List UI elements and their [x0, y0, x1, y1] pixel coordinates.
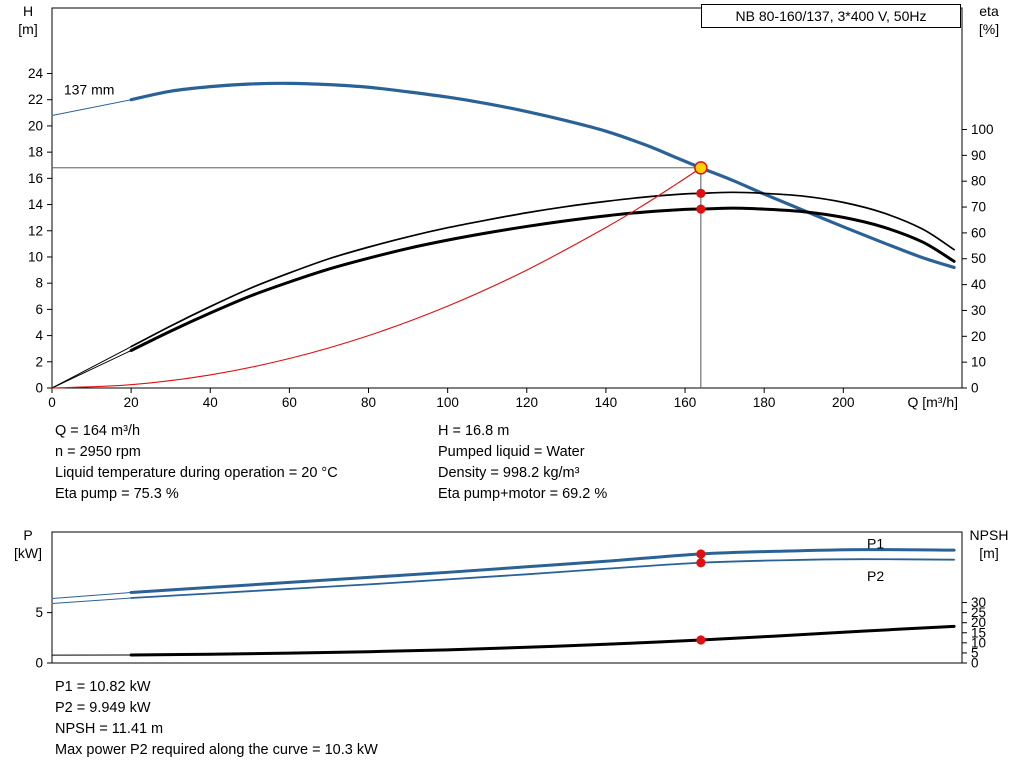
eta-pump-curve	[130, 191, 955, 348]
y-right-tick-label: 70	[971, 200, 986, 215]
p2-point	[696, 558, 706, 568]
x-tick-label: 180	[753, 395, 776, 410]
y-right-tick-label: 25	[971, 605, 986, 620]
duty-info-block: Q = 164 m³/h n = 2950 rpm Liquid tempera…	[55, 421, 985, 511]
y-left-tick-label: 24	[28, 66, 44, 81]
y-left-tick-label: 10	[28, 249, 43, 264]
y-left-tick-label: 22	[28, 92, 43, 107]
p1-curve	[129, 548, 956, 594]
head-curve	[129, 81, 956, 270]
y-left-tick-label: 6	[35, 302, 43, 317]
x-tick-label: 160	[674, 395, 697, 410]
y-left-tick-label: 16	[28, 171, 43, 186]
y-right-tick-label: 100	[971, 122, 994, 137]
y-left-tick-label: 8	[35, 276, 43, 291]
duty-point	[694, 161, 708, 175]
info-line-q: Q = 164 m³/h	[55, 423, 141, 439]
y-right-tick-label: 50	[971, 251, 986, 266]
eta-pump-lead	[51, 346, 132, 389]
y-left-tick-label: 4	[35, 328, 43, 343]
eta-pump-motor-curve	[129, 206, 956, 353]
y-left-tick-label: 18	[28, 145, 43, 160]
y-right-tick-label: 10	[971, 355, 986, 370]
y-left-axis-title: P	[23, 527, 32, 543]
x-tick-label: 60	[282, 395, 297, 410]
y-right-axis-title: [%]	[979, 21, 999, 37]
y-right-tick-label: 80	[971, 174, 986, 189]
y-right-tick-label: 0	[971, 381, 979, 396]
y-right-tick-label: 5	[971, 645, 979, 660]
eta-pump-motor-point	[696, 204, 706, 214]
info-line-liquid: Pumped liquid = Water	[438, 444, 585, 460]
info-line-eta-pump-motor: Eta pump+motor = 69.2 %	[438, 486, 608, 502]
y-left-tick-label: 12	[28, 223, 43, 238]
x-tick-label: 40	[203, 395, 218, 410]
power-npsh-chart-frame	[51, 531, 963, 664]
hq-eta-chart-frame	[51, 7, 963, 389]
p2-lead	[51, 597, 132, 605]
y-right-tick-label: 15	[971, 625, 986, 640]
info-line-temperature: Liquid temperature during operation = 20…	[55, 465, 338, 481]
info-line-p1: P1 = 10.82 kW	[55, 679, 151, 695]
eta-pump-point	[696, 188, 706, 198]
y-right-tick-label: 30	[971, 303, 986, 318]
y-right-tick-label: 40	[971, 277, 986, 292]
x-tick-label: 100	[436, 395, 459, 410]
info-line-p2: P2 = 9.949 kW	[55, 700, 151, 716]
y-left-axis-title: [m]	[18, 21, 37, 37]
x-axis-title: Q [m³/h]	[907, 394, 958, 410]
x-tick-label: 200	[832, 395, 855, 410]
hq-eta-chart: 0 20 40 60 80 100 120 140 160 180 200 Q [m³/h]02468…	[18, 3, 999, 410]
system-curve	[51, 167, 702, 389]
y-right-tick-label: 10	[971, 635, 986, 650]
y-right-tick-label: 20	[971, 615, 986, 630]
p1-point	[696, 549, 706, 559]
x-tick-label: 0	[48, 395, 56, 410]
y-right-axis-title: NPSH	[970, 527, 1009, 543]
info-line-npsh: NPSH = 11.41 m	[55, 721, 164, 737]
y-left-tick-label: 5	[35, 605, 43, 620]
y-left-tick-label: 0	[35, 381, 43, 396]
duty-info-left-column: Q = 164 m³/h n = 2950 rpm Liquid tempera…	[55, 421, 338, 505]
p1-label: P1	[867, 536, 884, 552]
info-line-speed: n = 2950 rpm	[55, 444, 141, 460]
y-right-axis-title: eta	[979, 3, 999, 19]
y-left-tick-label: 14	[28, 197, 44, 212]
info-line-head: H = 16.8 m	[438, 423, 510, 439]
eta-pump-motor-lead	[51, 350, 132, 389]
x-tick-label: 120	[516, 395, 539, 410]
y-right-tick-label: 0	[971, 656, 979, 671]
y-left-tick-label: 2	[35, 354, 43, 369]
npsh-point	[696, 635, 706, 645]
duty-info-right-column: H = 16.8 m Pumped liquid = Water Density…	[438, 421, 607, 505]
head-lead	[51, 99, 132, 116]
info-line-density: Density = 998.2 kg/m³	[438, 465, 580, 481]
x-tick-label: 140	[595, 395, 618, 410]
x-tick-label: 80	[361, 395, 376, 410]
y-left-axis-title: [kW]	[14, 545, 42, 561]
y-right-axis-title: [m]	[979, 545, 998, 561]
power-info-block: P1 = 10.82 kW P2 = 9.949 kW NPSH = 11.41…	[55, 677, 378, 761]
impeller-diameter-label: 137 mm	[64, 81, 115, 97]
pump-model-label: NB 80-160/137, 3*400 V, 50Hz	[701, 4, 961, 28]
y-left-tick-label: 0	[35, 656, 43, 671]
p2-label: P2	[867, 568, 884, 584]
y-right-tick-label: 20	[971, 329, 986, 344]
y-right-tick-label: 30	[971, 595, 986, 610]
x-tick-label: 20	[124, 395, 139, 410]
y-right-tick-label: 60	[971, 225, 986, 240]
y-left-axis-title: H	[23, 3, 33, 19]
info-line-eta-pump: Eta pump = 75.3 %	[55, 486, 179, 502]
y-right-tick-label: 90	[971, 148, 986, 163]
npsh-curve	[129, 624, 956, 657]
y-left-tick-label: 20	[28, 118, 43, 133]
p1-lead	[51, 591, 132, 600]
info-line-max-power: Max power P2 required along the curve = …	[55, 742, 378, 758]
p2-curve	[130, 558, 955, 599]
